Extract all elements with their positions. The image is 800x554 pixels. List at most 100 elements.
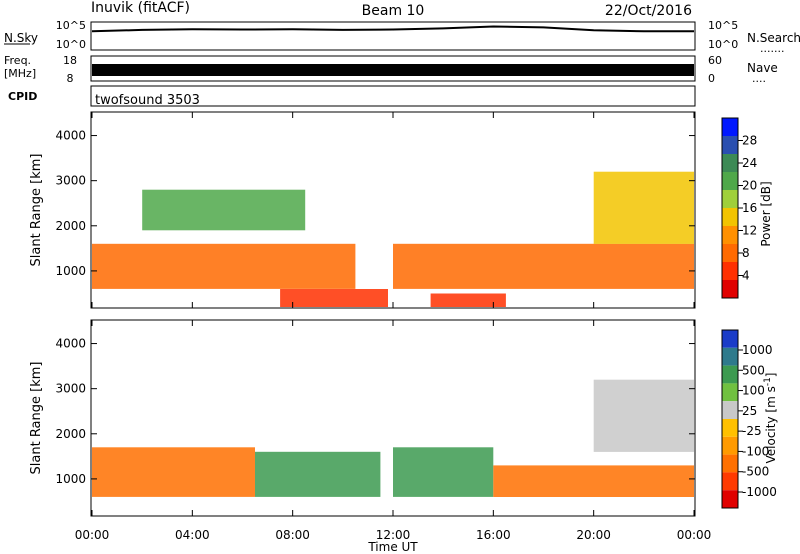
velocity-panel: 4000 3000 2000 1000 Slant Range [km] 1000 50… xyxy=(29,319,778,517)
scatter-band-4 xyxy=(593,379,694,452)
colorbar-tick-label: 1000 xyxy=(742,343,773,357)
colorbar-swatch xyxy=(722,490,738,508)
nave-tick-high: 60 xyxy=(708,54,722,67)
colorbar-swatch xyxy=(722,262,738,280)
scatter-band-1 xyxy=(255,451,381,497)
power-panel: 4000 3000 2000 1000 Slant Range [km] 4 8 12 16… xyxy=(29,111,773,309)
colorbar-tick-label: 28 xyxy=(742,134,757,148)
y-tick-label: 4000 xyxy=(55,337,86,351)
freq-tick-low: 8 xyxy=(67,72,74,85)
scatter-band-2 xyxy=(393,447,494,497)
x-tick-label: 00:00 xyxy=(75,528,110,542)
y-tick-label: 2000 xyxy=(55,219,86,233)
velocity-scatter xyxy=(92,379,694,497)
colorbar-swatch xyxy=(722,208,738,226)
colorbar-tick-label: 16 xyxy=(742,201,757,215)
scatter-band-3 xyxy=(393,243,694,289)
sky-right-tick-low: 10^0 xyxy=(708,38,738,51)
cpid-value: twofsound 3503 xyxy=(95,93,200,108)
colorbar-swatch xyxy=(722,347,738,366)
colorbar-tick-label: 4 xyxy=(742,269,750,283)
sky-panel: N.Sky 10^5 10^0 10^5 10^0 N.Search .....… xyxy=(4,19,800,55)
power-y-axis: 4000 3000 2000 1000 xyxy=(55,129,695,278)
colorbar-tick-label: -500 xyxy=(742,465,769,479)
velocity-colorbar-label: Velocity [m s-1] xyxy=(763,373,778,464)
sky-right-dots: ....... xyxy=(760,42,784,55)
power-colorbar: 4 8 12 16 20 24 28 xyxy=(721,117,757,299)
sky-tick-low: 10^0 xyxy=(56,38,86,51)
freq-panel-frame xyxy=(90,55,696,82)
colorbar-swatch xyxy=(722,136,738,154)
colorbar-swatch xyxy=(722,454,738,473)
station-title: Inuvik (fitACF) xyxy=(91,0,190,16)
nave-tick-low: 0 xyxy=(708,72,715,85)
freq-trace-band xyxy=(92,64,694,76)
sky-left-label: N.Sky xyxy=(4,31,38,45)
freq-tick-high: 18 xyxy=(63,54,77,67)
beam-title: Beam 10 xyxy=(362,3,425,19)
time-axis-label: Time UT xyxy=(367,540,418,554)
velocity-y-axis: 4000 3000 2000 1000 xyxy=(55,337,695,486)
scatter-band-5 xyxy=(593,171,694,244)
colorbar-swatch xyxy=(722,280,738,298)
colorbar-tick-label: 24 xyxy=(742,156,757,170)
sky-right-tick-high: 10^5 xyxy=(708,19,738,32)
velocity-colorbar: 1000 500 100 25 -25 -100 -500 -1000 xyxy=(721,329,777,509)
y-tick-label: 1000 xyxy=(55,264,86,278)
colorbar-swatch xyxy=(722,330,738,348)
sky-right-label: N.Search xyxy=(747,31,800,45)
colorbar-swatch xyxy=(722,118,738,136)
colorbar-swatch xyxy=(722,226,738,244)
velocity-ylabel: Slant Range [km] xyxy=(29,362,44,475)
freq-label-line2: [MHz] xyxy=(4,67,36,80)
y-tick-label: 3000 xyxy=(55,174,86,188)
scatter-band-0 xyxy=(92,243,356,289)
scatter-band-0 xyxy=(92,447,255,497)
power-scatter xyxy=(92,171,694,307)
colorbar-tick-label: -100 xyxy=(742,444,769,458)
power-ylabel: Slant Range [km] xyxy=(29,154,44,267)
cpid-panel: CPID twofsound 3503 xyxy=(8,85,696,108)
freq-label-line1: Freq. xyxy=(4,54,31,67)
cpid-label: CPID xyxy=(8,90,37,103)
x-tick-label: 20:00 xyxy=(576,528,611,542)
colorbar-swatch xyxy=(722,244,738,262)
colorbar-swatch xyxy=(722,419,738,437)
freq-panel: Freq. [MHz] 18 8 60 0 Nave .... xyxy=(4,54,778,85)
colorbar-swatch xyxy=(722,401,738,419)
y-tick-label: 1000 xyxy=(55,472,86,486)
colorbar-swatch xyxy=(722,436,738,455)
date-title: 22/Oct/2016 xyxy=(605,3,692,19)
colorbar-tick-label: 100 xyxy=(742,384,765,398)
colorbar-tick-label: -25 xyxy=(742,424,762,438)
nave-dots: .... xyxy=(752,72,766,85)
x-tick-label: 00:00 xyxy=(677,528,712,542)
y-tick-label: 4000 xyxy=(55,129,86,143)
x-tick-label: 12:00 xyxy=(376,528,411,542)
time-axis: 00:00 04:00 08:00 12:00 16:00 20:00 00:00 xyxy=(75,112,712,542)
colorbar-tick-label: 20 xyxy=(742,179,757,193)
x-tick-label: 16:00 xyxy=(476,528,511,542)
power-colorbar-label: Power [dB] xyxy=(759,181,773,246)
colorbar-swatch xyxy=(722,190,738,208)
colorbar-swatch xyxy=(722,383,738,402)
colorbar-frame xyxy=(721,329,739,509)
colorbar-tick-label: 500 xyxy=(742,363,765,377)
x-tick-label: 04:00 xyxy=(175,528,210,542)
nave-label: Nave xyxy=(747,61,778,75)
scatter-band-2 xyxy=(280,289,388,307)
y-tick-label: 3000 xyxy=(55,382,86,396)
colorbar-tick-label: 12 xyxy=(742,224,757,238)
colorbar-swatch xyxy=(722,154,738,172)
colorbar-tick-label: 8 xyxy=(742,246,750,260)
colorbar-tick-label: 25 xyxy=(742,404,757,418)
sky-panel-frame xyxy=(90,21,696,51)
colorbar-swatch xyxy=(722,472,738,491)
sky-trace-line xyxy=(91,25,694,33)
sky-tick-high: 10^5 xyxy=(56,19,86,32)
y-tick-label: 2000 xyxy=(55,427,86,441)
scatter-band-4 xyxy=(430,293,506,307)
scatter-band-1 xyxy=(142,189,306,231)
cpid-panel-frame xyxy=(90,85,696,107)
